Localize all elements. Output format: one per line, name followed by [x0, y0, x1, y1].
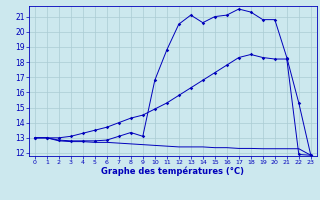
X-axis label: Graphe des températures (°C): Graphe des températures (°C) — [101, 167, 244, 176]
